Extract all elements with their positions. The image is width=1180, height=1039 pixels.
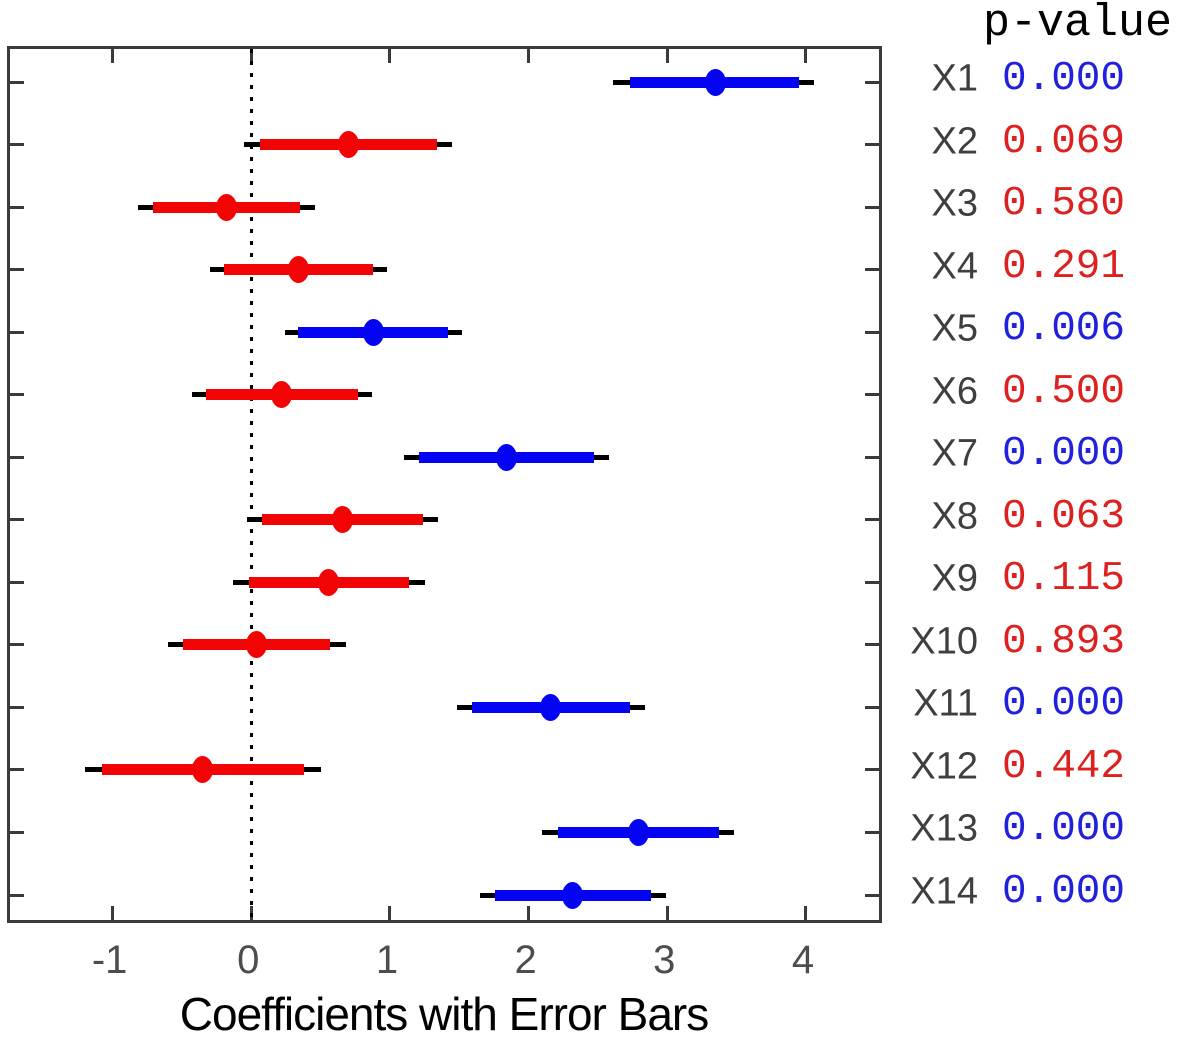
x-axis-tick-label: 2: [514, 938, 537, 982]
zero-reference-line: [249, 49, 253, 920]
y-axis-tick: [10, 330, 24, 334]
row-label: X2: [931, 120, 978, 163]
plot-area: [7, 46, 882, 923]
p-value: 0.069: [1002, 118, 1126, 165]
y-axis-tick: [10, 893, 24, 897]
y-axis-tick: [10, 705, 24, 709]
row-label: X13: [910, 807, 978, 850]
coefficient-marker: [318, 568, 340, 596]
row-label: X1: [931, 57, 978, 100]
y-axis-tick: [10, 393, 24, 397]
coefficient-marker: [705, 68, 727, 96]
y-axis-tick: [10, 768, 24, 772]
y-axis-tick: [10, 455, 24, 459]
p-value: 0.000: [1002, 681, 1126, 728]
y-axis-tick: [10, 143, 24, 147]
y-axis-tick: [865, 518, 879, 522]
y-axis-tick: [865, 643, 879, 647]
x-axis-tick: [665, 49, 669, 63]
row-label: X14: [910, 870, 978, 913]
row-label: X7: [931, 432, 978, 475]
coefficient-marker: [627, 818, 649, 846]
row-label: X4: [931, 245, 978, 288]
row-label: X11: [913, 682, 978, 725]
x-axis-tick: [388, 49, 392, 63]
x-axis-tick-label: 3: [653, 938, 676, 982]
row-label: X12: [910, 745, 978, 788]
row-label: X10: [910, 620, 978, 663]
x-axis-tick: [111, 906, 115, 920]
coefficient-marker: [192, 756, 214, 784]
y-axis-tick: [865, 580, 879, 584]
p-value: 0.115: [1002, 556, 1126, 603]
y-axis-tick: [865, 205, 879, 209]
y-axis-tick: [865, 268, 879, 272]
coefficient-marker: [540, 693, 562, 721]
p-value: 0.442: [1002, 743, 1126, 790]
x-axis-tick: [527, 49, 531, 63]
y-axis-tick: [865, 705, 879, 709]
y-axis-tick: [865, 768, 879, 772]
x-axis-tick: [388, 906, 392, 920]
row-label: X5: [931, 307, 978, 350]
y-axis-tick: [10, 830, 24, 834]
p-value: 0.000: [1002, 806, 1126, 853]
p-value: 0.893: [1002, 618, 1126, 665]
p-value: 0.500: [1002, 368, 1126, 415]
y-axis-tick: [10, 643, 24, 647]
y-axis-tick: [10, 268, 24, 272]
x-axis-tick-label: -1: [91, 938, 128, 982]
y-axis-tick: [865, 455, 879, 459]
y-axis-tick: [10, 205, 24, 209]
x-axis-tick-label: 4: [791, 938, 815, 982]
coefficient-marker: [215, 193, 237, 221]
x-axis-tick: [804, 906, 808, 920]
p-value: 0.580: [1002, 181, 1126, 228]
coefficient-marker: [246, 631, 268, 659]
y-axis-tick: [865, 830, 879, 834]
coefficient-marker: [337, 131, 359, 159]
y-axis-tick: [865, 80, 879, 84]
coefficient-marker: [271, 381, 293, 409]
x-axis-tick: [111, 49, 115, 63]
p-value: 0.000: [1002, 56, 1126, 102]
y-axis-tick: [10, 580, 24, 584]
x-axis-tick: [804, 49, 808, 63]
p-value: 0.006: [1002, 306, 1126, 353]
y-axis-tick: [10, 518, 24, 522]
coefficient-marker: [332, 506, 354, 534]
x-axis-tick: [527, 906, 531, 920]
coefficient-marker: [495, 443, 517, 471]
x-axis-label: Coefficients with Error Bars: [179, 988, 709, 1039]
p-value: 0.063: [1002, 493, 1126, 540]
p-value: 0.291: [1002, 243, 1126, 290]
y-axis-tick: [865, 143, 879, 147]
coefficient-marker: [562, 881, 584, 909]
row-label: X8: [931, 495, 978, 538]
y-axis-tick: [865, 893, 879, 897]
coefficient-marker: [287, 256, 309, 284]
p-value: 0.000: [1002, 869, 1126, 916]
y-axis-tick: [865, 330, 879, 334]
row-label: X3: [931, 182, 978, 225]
pvalue-column-header: p-value: [982, 0, 1172, 49]
x-axis-tick-label: 1: [375, 938, 399, 982]
x-axis-tick: [665, 906, 669, 920]
p-value: 0.000: [1002, 431, 1126, 478]
coefficient-marker: [362, 318, 384, 346]
row-label: X6: [931, 370, 978, 413]
row-label: X9: [931, 557, 978, 600]
x-axis-tick-label: 0: [237, 938, 260, 982]
y-axis-tick: [865, 393, 879, 397]
y-axis-tick: [10, 80, 24, 84]
